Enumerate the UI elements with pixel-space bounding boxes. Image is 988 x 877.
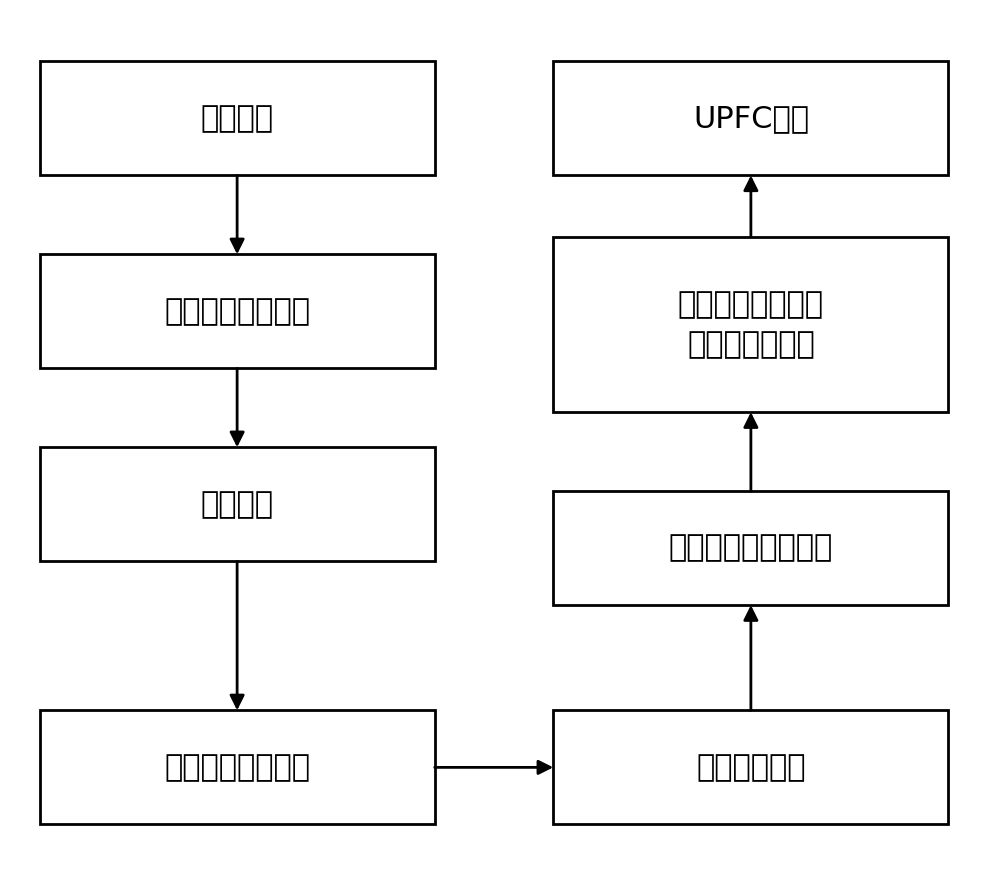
Bar xyxy=(40,710,435,824)
Text: UPFC模块: UPFC模块 xyxy=(693,103,809,133)
Bar xyxy=(40,447,435,561)
Text: 测量模块: 测量模块 xyxy=(201,103,274,133)
Text: 状态空间逆变换模块: 状态空间逆变换模块 xyxy=(669,533,833,563)
Text: 比较模块: 比较模块 xyxy=(201,489,274,519)
Text: 状态空间转换模块: 状态空间转换模块 xyxy=(164,752,310,782)
Bar xyxy=(553,61,948,175)
Text: 信号模拟变换模块: 信号模拟变换模块 xyxy=(164,296,310,326)
Text: 中央控制模块: 中央控制模块 xyxy=(697,752,805,782)
Bar xyxy=(553,237,948,412)
Bar xyxy=(553,491,948,605)
Bar xyxy=(553,710,948,824)
Bar xyxy=(40,61,435,175)
Bar xyxy=(40,254,435,368)
Text: 电压源换流器闸门
触发和控制模块: 电压源换流器闸门 触发和控制模块 xyxy=(678,289,824,360)
